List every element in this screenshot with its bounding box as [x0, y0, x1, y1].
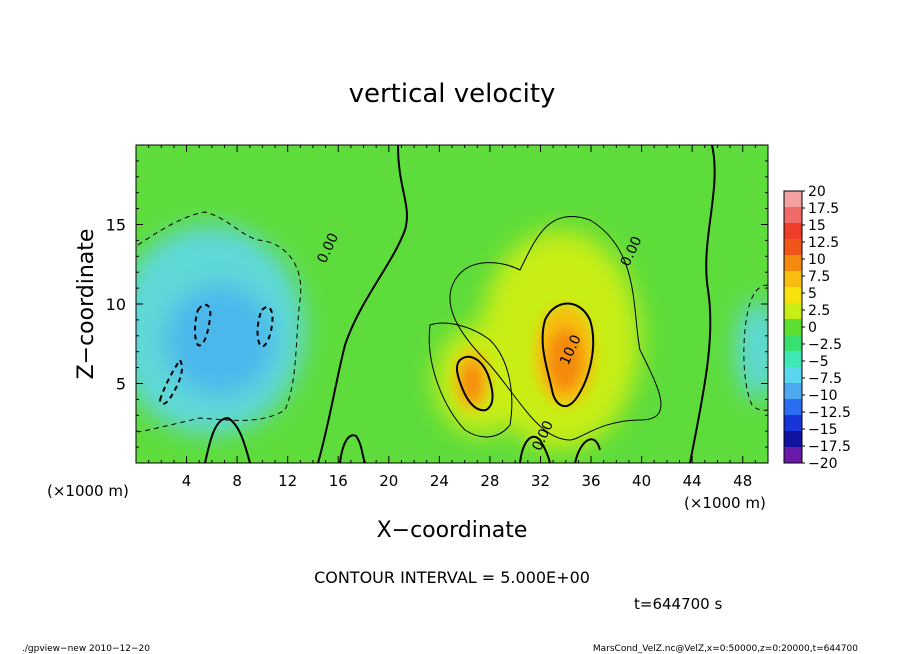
y-tick-label: 15: [106, 216, 126, 235]
colorbar-segment: [784, 399, 802, 416]
x-tick-label: 20: [379, 472, 398, 490]
y-tick-label: 5: [116, 375, 126, 394]
colorbar-segment: [784, 191, 802, 208]
updraft-contour-10: [541, 302, 595, 408]
ground-contour-d: [574, 438, 601, 463]
x-tick-label: 48: [733, 472, 752, 490]
colorbar-segment: [784, 207, 802, 224]
downdraft-region-right: [736, 300, 768, 400]
field-blobs: [136, 225, 768, 450]
colorbar-segment: [784, 255, 802, 272]
colorbar-label: −17.5: [808, 439, 851, 455]
colorbar-segment: [784, 447, 802, 464]
chart-title: vertical velocity: [349, 79, 556, 109]
colorbar-label: −12.5: [808, 405, 851, 421]
colorbar-segment: [784, 367, 802, 384]
y-tick-label: 10: [106, 295, 126, 314]
colorbar-segment: [784, 335, 802, 352]
y-axis-ticks: 5 10 15: [106, 160, 768, 448]
x-axis-ticks: 4 8 12 16 20 24 28 32 36 40 44 48: [148, 145, 756, 490]
x-tick-label: 16: [329, 472, 348, 490]
colorbar-label: −15: [808, 422, 838, 438]
colorbar-label: 15: [808, 218, 826, 234]
colorbar-segment: [784, 239, 802, 256]
x-tick-label: 12: [278, 472, 297, 490]
zero-contour-left: [317, 145, 408, 463]
time-text: t=644700 s: [634, 595, 722, 613]
updraft-contour-outer: [449, 215, 662, 441]
downdraft-contour-dashed: [137, 211, 302, 433]
colorbar-label: 5: [808, 286, 817, 302]
colorbar-segment: [784, 223, 802, 240]
footer-left: ./gpview−new 2010−12−20: [22, 644, 150, 654]
colorbar: 2017.51512.5107.552.50−2.5−5−7.5−10−12.5…: [783, 184, 851, 472]
colorbar-segment: [784, 271, 802, 288]
colorbar-label: 7.5: [808, 269, 830, 285]
updraft-core-peak: [547, 328, 583, 392]
y-axis-label: Z−coordinate: [74, 229, 99, 380]
colorbar-segment: [784, 383, 802, 400]
x-tick-label: 40: [632, 472, 651, 490]
x-tick-label: 44: [683, 472, 702, 490]
ground-contour-a: [204, 416, 251, 463]
colorbar-label: 17.5: [808, 201, 839, 217]
x-tick-label: 36: [581, 472, 600, 490]
updraft-contour-lower: [428, 322, 513, 438]
contour-interval-text: CONTOUR INTERVAL = 5.000E+00: [314, 568, 590, 587]
colorbar-label: 0: [808, 320, 817, 336]
downdraft-contour-dashed-inner-b: [256, 306, 274, 348]
x-tick-label: 28: [480, 472, 499, 490]
colorbar-segment: [784, 351, 802, 368]
colorbar-label: 10: [808, 252, 826, 268]
colorbar-label: −10: [808, 388, 838, 404]
downdraft-contour-dashed-inner-c: [158, 358, 183, 405]
x-tick-label: 4: [182, 472, 192, 490]
footer-right: MarsCond_VelZ.nc@VelZ,x=0:50000,z=0:2000…: [593, 644, 858, 654]
colorbar-label: −5: [808, 354, 829, 370]
x-tick-label: 32: [531, 472, 550, 490]
downdraft-contour-dashed-right: [743, 284, 768, 411]
downdraft-contour-dashed-inner-a: [194, 303, 212, 347]
colorbar-label: 2.5: [808, 303, 830, 319]
colorbar-segment: [784, 415, 802, 432]
colorbar-segment: [784, 287, 802, 304]
colorbar-segment: [784, 319, 802, 336]
colorbar-segment: [784, 431, 802, 448]
x-tick-label: 24: [430, 472, 449, 490]
x-unit-left: (×1000 m): [47, 482, 129, 500]
colorbar-label: −20: [808, 456, 838, 472]
x-tick-label: 8: [232, 472, 242, 490]
colorbar-label: 20: [808, 184, 826, 200]
downdraft-core-left: [165, 285, 275, 395]
updraft-contour-10-lower: [455, 355, 494, 412]
ground-contour-c: [519, 435, 551, 463]
colorbar-label: −7.5: [808, 371, 842, 387]
zero-contour-right: [689, 145, 716, 463]
contour-lines: [137, 145, 768, 463]
x-unit-right: (×1000 m): [684, 494, 766, 512]
colorbar-label: −2.5: [808, 337, 842, 353]
updraft-core-lower-peak: [462, 362, 482, 402]
colorbar-segment: [784, 303, 802, 320]
x-axis-label: X−coordinate: [377, 518, 528, 543]
ground-contour-b: [339, 434, 366, 463]
colorbar-label: 12.5: [808, 235, 839, 251]
